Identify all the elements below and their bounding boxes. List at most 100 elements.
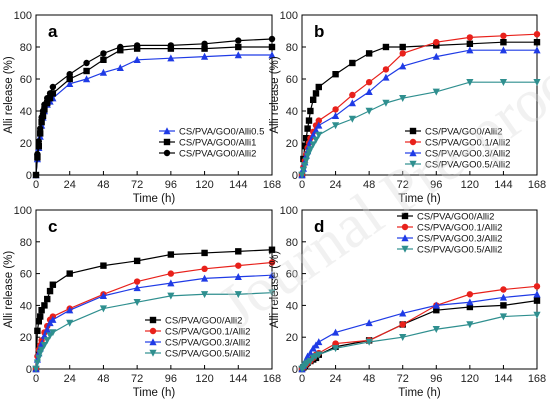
legend-marker: [163, 127, 171, 135]
data-point: [466, 46, 474, 54]
x-tick-label: 0: [299, 373, 305, 385]
data-point: [301, 143, 308, 150]
data-point: [466, 79, 474, 86]
legend-label: CS/PVA/GO0.1/Alli2: [417, 223, 502, 234]
data-point: [35, 138, 43, 145]
data-point: [500, 302, 507, 309]
data-point: [133, 56, 141, 63]
data-point: [235, 262, 242, 269]
x-tick-label: 48: [363, 373, 375, 385]
legend-label: CS/PVA/GO0/Alli2: [417, 212, 494, 223]
data-point: [499, 313, 508, 321]
legend: CS/PVA/GO0/Alli0.5CS/PVA/GO0/Alli1CS/PVA…: [159, 127, 264, 160]
x-tick-label: 144: [494, 179, 512, 191]
data-point: [533, 297, 541, 304]
legend: CS/PVA/GO0/Alli2CS/PVA/GO0.1/Alli2CS/PVA…: [397, 212, 502, 256]
x-tick-label: 72: [131, 179, 143, 191]
data-point: [34, 151, 41, 158]
y-tick-label: 0: [292, 364, 298, 376]
data-point: [533, 39, 541, 46]
x-tick-label: 24: [64, 179, 76, 191]
data-point: [309, 141, 317, 149]
plot-frame: [301, 14, 538, 176]
series-4: [298, 79, 541, 179]
data-point: [466, 40, 474, 47]
legend-label: CS/PVA/GO0.1/Alli2: [165, 327, 250, 338]
legend-marker: [401, 245, 409, 253]
panel-a-chart: 0 24 48 72 96 120 144 168 0 20 40 60 80 100 Time (h) Al…: [3, 10, 281, 205]
data-point: [268, 289, 276, 297]
data-point: [466, 298, 474, 306]
data-point: [32, 171, 40, 179]
data-point: [315, 83, 322, 91]
legend-label: CS/PVA/GO0/Alli1: [179, 138, 256, 149]
y-tick-label: 100: [14, 205, 32, 217]
x-tick-label: 168: [528, 179, 546, 191]
data-point: [365, 319, 373, 327]
x-axis-title: Time (h): [398, 193, 441, 205]
data-point: [500, 32, 507, 39]
data-point: [133, 278, 141, 285]
series-4: [298, 311, 541, 373]
data-point: [533, 79, 541, 86]
data-point: [66, 80, 74, 87]
data-point: [167, 54, 175, 62]
x-tick-label: 120: [461, 373, 479, 385]
data-point: [83, 59, 90, 67]
data-point: [66, 270, 73, 277]
data-point: [349, 91, 356, 99]
data-point: [37, 313, 44, 320]
y-tick-label: 60: [286, 269, 298, 281]
x-tick-label: 48: [97, 179, 109, 191]
legend-label: CS/PVA/GO0/Alli2: [179, 149, 256, 160]
legend-marker: [409, 127, 417, 135]
data-point: [167, 279, 175, 287]
data-point: [66, 71, 73, 78]
data-point: [99, 292, 108, 300]
y-tick-label: 0: [26, 170, 32, 182]
data-point: [99, 68, 108, 76]
data-point: [315, 131, 323, 139]
data-point: [533, 283, 541, 290]
data-point: [331, 345, 340, 353]
y-axis-title: Alli release (%): [3, 251, 15, 328]
data-point: [49, 329, 57, 337]
x-tick-label: 24: [329, 179, 341, 191]
data-point: [382, 99, 390, 107]
data-point: [66, 75, 73, 83]
panel-label: c: [48, 217, 57, 236]
data-point: [117, 43, 124, 51]
data-point: [43, 325, 51, 333]
data-point: [40, 341, 49, 349]
legend-label: CS/PVA/GO0.3/Alli2: [417, 234, 502, 245]
x-tick-label: 0: [299, 179, 305, 191]
x-axis-title: Time (h): [133, 387, 176, 399]
data-point: [32, 365, 40, 373]
data-point: [432, 52, 440, 60]
data-point: [235, 248, 242, 255]
legend-marker: [149, 338, 157, 346]
data-point: [315, 351, 323, 359]
data-point: [99, 305, 108, 313]
data-point: [466, 303, 474, 311]
y-tick-label: 100: [280, 10, 298, 22]
panel-d-chart: 0 24 48 72 96 120 144 168 0 20 40 60 80 100 Time (h) Al…: [269, 205, 546, 399]
legend-label: CS/PVA/GO0.3/Alli2: [425, 149, 510, 160]
legend-marker: [149, 349, 157, 357]
data-point: [167, 292, 175, 300]
data-point: [331, 112, 340, 119]
legend-label: CS/PVA/GO0.3/Alli2: [165, 338, 250, 349]
data-point: [433, 306, 440, 314]
y-tick-label: 20: [20, 138, 32, 150]
data-point: [399, 334, 407, 341]
data-point: [306, 349, 314, 357]
series-4: [32, 289, 276, 373]
data-point: [38, 346, 46, 354]
data-point: [500, 39, 507, 46]
x-tick-label: 168: [528, 373, 546, 385]
y-axis-title: Alli release (%): [3, 56, 15, 133]
data-point: [331, 328, 340, 336]
data-point: [312, 90, 320, 97]
y-tick-label: 20: [286, 332, 298, 344]
data-point: [382, 43, 390, 51]
